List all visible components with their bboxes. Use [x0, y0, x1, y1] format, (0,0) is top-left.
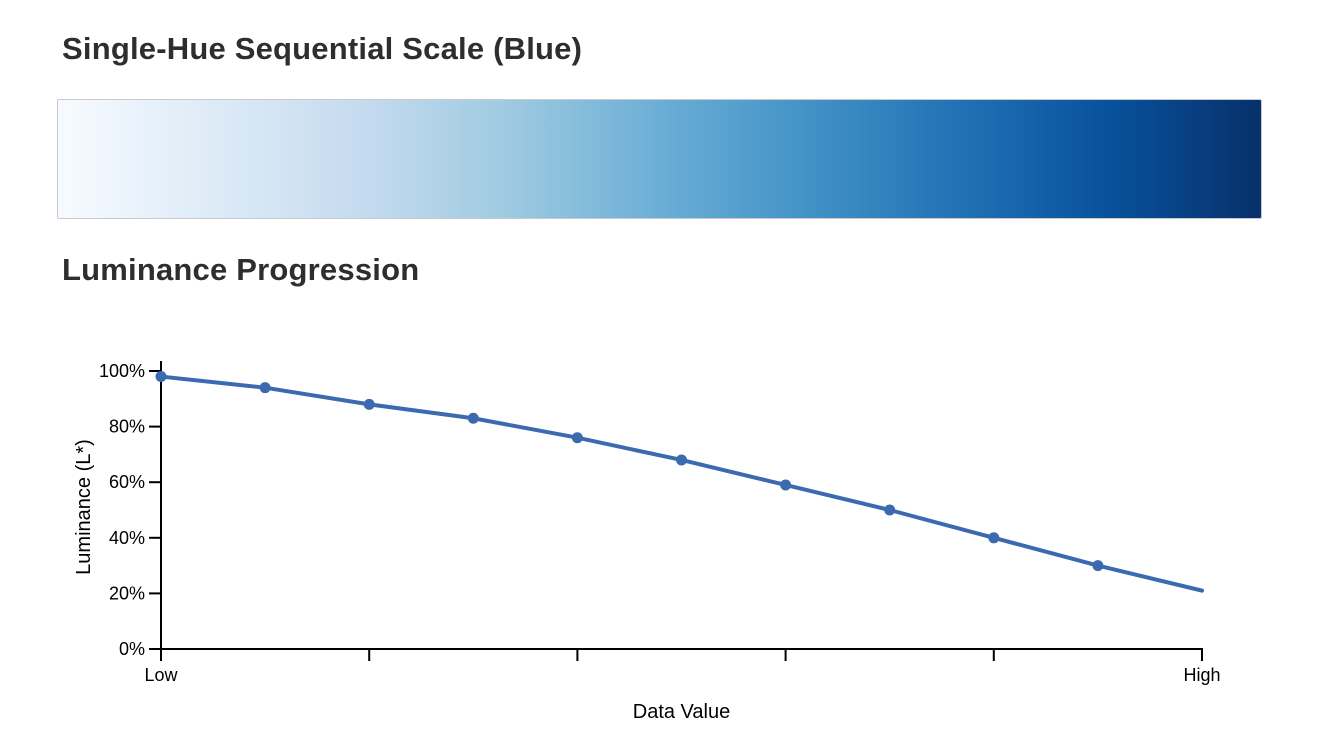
- data-point-marker: [363, 398, 375, 410]
- y-tick-label: 100%: [99, 361, 145, 381]
- data-point-marker: [155, 371, 167, 383]
- data-point-marker: [571, 432, 583, 444]
- data-point-marker: [676, 454, 687, 466]
- y-tick-label: 0%: [119, 639, 145, 659]
- y-tick-label: 20%: [109, 583, 145, 603]
- page-title: Single-Hue Sequential Scale (Blue): [62, 31, 583, 66]
- data-point-marker: [780, 479, 792, 491]
- data-point-marker: [467, 412, 479, 424]
- y-tick-label: 40%: [109, 528, 145, 548]
- y-tick-label: 60%: [109, 472, 145, 492]
- data-point-marker: [884, 504, 896, 516]
- y-axis-title: Luminance (L*): [73, 439, 95, 575]
- blue-gradient-swatch: [57, 99, 1262, 219]
- data-point-marker: [259, 382, 271, 394]
- data-point-marker: [1092, 560, 1104, 572]
- luminance-line: [159, 374, 1204, 593]
- data-point-marker: [988, 532, 1000, 544]
- y-tick-label: 80%: [109, 417, 145, 437]
- section-title-luminance: Luminance Progression: [62, 252, 420, 287]
- x-tick-label-high: High: [1183, 665, 1220, 685]
- x-tick-label-low: Low: [144, 665, 178, 685]
- x-axis-title: Data Value: [633, 701, 730, 723]
